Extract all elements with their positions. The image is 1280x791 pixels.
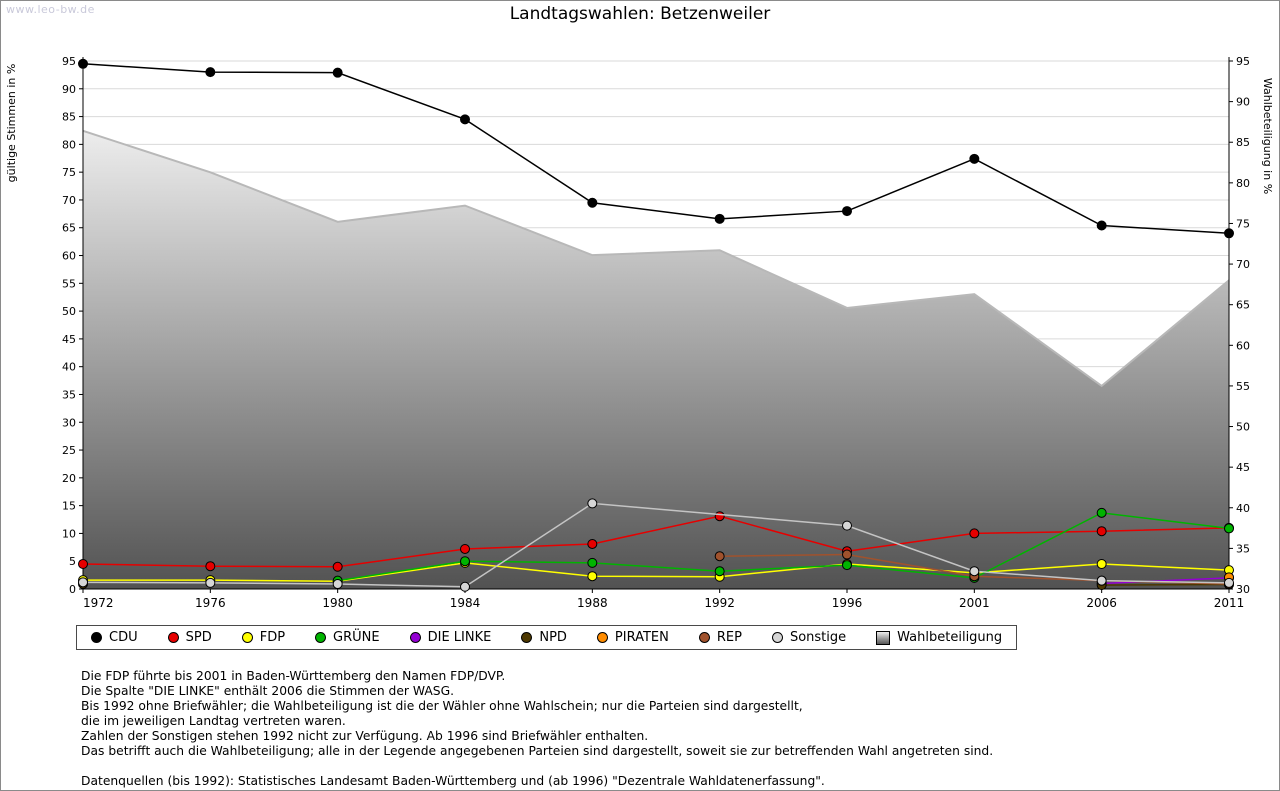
footnote-line: Das betrifft auch die Wahlbeteiligung; a… bbox=[81, 744, 994, 758]
svg-text:1984: 1984 bbox=[450, 596, 481, 610]
svg-text:70: 70 bbox=[62, 194, 76, 207]
svg-text:80: 80 bbox=[1236, 177, 1250, 190]
series-marker-icon bbox=[315, 632, 327, 643]
chart-legend: CDU SPD FDP GRÜNE DIE LINKE NPD PIRATEN REP Sons… bbox=[76, 625, 1018, 650]
svg-text:15: 15 bbox=[62, 500, 76, 513]
legend-label: Sonstige bbox=[789, 630, 847, 645]
series-sonstige bbox=[78, 498, 1234, 592]
footnote-line: die im jeweiligen Landtag vertreten ware… bbox=[81, 714, 346, 728]
svg-text:20: 20 bbox=[62, 472, 76, 485]
election-results-chart: 0 5 10 15 20 25 30 35 40 45 50 55 60 65 70 75 80 85 90 95 30… bbox=[5, 55, 1274, 610]
svg-text:2006: 2006 bbox=[1086, 596, 1117, 610]
footnote-line: Bis 1992 ohne Briefwähler; die Wahlbetei… bbox=[81, 699, 803, 713]
svg-text:5: 5 bbox=[69, 555, 76, 568]
footnote-line: Datenquellen (bis 1992): Statistisches L… bbox=[81, 774, 825, 788]
svg-text:10: 10 bbox=[62, 527, 76, 540]
svg-text:0: 0 bbox=[69, 583, 76, 596]
legend-label: GRÜNE bbox=[333, 630, 380, 645]
turnout-area bbox=[83, 130, 1229, 589]
svg-text:90: 90 bbox=[62, 83, 76, 96]
series-marker-icon bbox=[698, 632, 710, 643]
svg-text:45: 45 bbox=[1236, 461, 1250, 474]
legend-item-rep: REP bbox=[698, 630, 742, 645]
footnotes: Die FDP führte bis 2001 in Baden-Württem… bbox=[81, 669, 993, 789]
legend-item-piraten: PIRATEN bbox=[596, 630, 669, 645]
series-marker-icon bbox=[409, 632, 421, 643]
svg-text:45: 45 bbox=[62, 333, 76, 346]
svg-text:60: 60 bbox=[1236, 339, 1250, 352]
svg-text:55: 55 bbox=[62, 277, 76, 290]
footnote-line bbox=[81, 759, 993, 774]
page-title: Landtagswahlen: Betzenweiler bbox=[509, 4, 771, 24]
svg-text:1972: 1972 bbox=[83, 596, 114, 610]
svg-text:85: 85 bbox=[62, 111, 76, 124]
svg-text:65: 65 bbox=[1236, 299, 1250, 312]
legend-item-grüne: GRÜNE bbox=[315, 630, 380, 645]
footnote-line: Die FDP führte bis 2001 in Baden-Württem… bbox=[81, 669, 506, 683]
turnout-boundary-line bbox=[82, 129, 1230, 388]
watermark-link[interactable]: www.leo-bw.de bbox=[6, 3, 95, 16]
svg-text:75: 75 bbox=[62, 166, 76, 179]
svg-text:95: 95 bbox=[62, 55, 76, 68]
svg-text:80: 80 bbox=[62, 138, 76, 151]
legend-label: SPD bbox=[185, 630, 212, 645]
legend-label: DIE LINKE bbox=[427, 630, 492, 645]
left-axis-title: gültige Stimmen in % bbox=[5, 64, 18, 183]
svg-text:1980: 1980 bbox=[322, 596, 353, 610]
legend-item-wahlbeteiligung: Wahlbeteiligung bbox=[876, 630, 1002, 645]
svg-text:40: 40 bbox=[62, 361, 76, 374]
legend-label: NPD bbox=[539, 630, 567, 645]
svg-text:70: 70 bbox=[1236, 258, 1250, 271]
svg-text:35: 35 bbox=[62, 388, 76, 401]
series-cdu bbox=[78, 58, 1234, 239]
svg-text:30: 30 bbox=[62, 416, 76, 429]
legend-item-spd: SPD bbox=[167, 630, 212, 645]
svg-text:90: 90 bbox=[1236, 96, 1250, 109]
legend-label: PIRATEN bbox=[614, 630, 669, 645]
right-axis-title: Wahlbeteiligung in % bbox=[1261, 78, 1274, 194]
svg-text:1976: 1976 bbox=[195, 596, 226, 610]
turnout-swatch-icon bbox=[876, 630, 891, 645]
svg-text:35: 35 bbox=[1236, 542, 1250, 555]
series-marker-icon bbox=[167, 632, 179, 643]
legend-item-npd: NPD bbox=[521, 630, 567, 645]
svg-text:95: 95 bbox=[1236, 55, 1250, 68]
svg-text:2001: 2001 bbox=[959, 596, 990, 610]
series-marker-icon bbox=[91, 632, 102, 643]
svg-text:50: 50 bbox=[62, 305, 76, 318]
svg-text:60: 60 bbox=[62, 250, 76, 263]
axes bbox=[79, 57, 1233, 593]
svg-text:30: 30 bbox=[1236, 583, 1250, 596]
series-marker-icon bbox=[771, 632, 783, 643]
svg-text:2011: 2011 bbox=[1214, 596, 1245, 610]
legend-item-cdu: CDU bbox=[91, 630, 138, 645]
svg-text:1996: 1996 bbox=[832, 596, 863, 610]
svg-text:75: 75 bbox=[1236, 217, 1250, 230]
svg-text:85: 85 bbox=[1236, 136, 1250, 149]
legend-item-sonstige: Sonstige bbox=[771, 630, 847, 645]
series-spd bbox=[78, 511, 1234, 572]
legend-label: REP bbox=[716, 630, 742, 645]
legend-item-fdp: FDP bbox=[241, 630, 286, 645]
axis-tick-labels: 0 5 10 15 20 25 30 35 40 45 50 55 60 65 70 75 80 85 90 95 30… bbox=[62, 55, 1250, 610]
svg-text:1992: 1992 bbox=[704, 596, 735, 610]
svg-text:55: 55 bbox=[1236, 380, 1250, 393]
svg-text:40: 40 bbox=[1236, 502, 1250, 515]
svg-text:65: 65 bbox=[62, 222, 76, 235]
series-marker-icon bbox=[521, 632, 533, 643]
legend-label: FDP bbox=[259, 630, 286, 645]
series-marker-icon bbox=[596, 632, 608, 643]
footnote-line: Die Spalte "DIE LINKE" enthält 2006 die … bbox=[81, 684, 455, 698]
legend-label: Wahlbeteiligung bbox=[897, 630, 1003, 645]
series-marker-icon bbox=[241, 632, 253, 643]
legend-label: CDU bbox=[109, 630, 138, 645]
svg-text:1988: 1988 bbox=[577, 596, 608, 610]
svg-text:25: 25 bbox=[62, 444, 76, 457]
svg-text:50: 50 bbox=[1236, 421, 1250, 434]
footnote-line: Zahlen der Sonstigen stehen 1992 nicht z… bbox=[81, 729, 649, 743]
legend-item-die-linke: DIE LINKE bbox=[409, 630, 492, 645]
